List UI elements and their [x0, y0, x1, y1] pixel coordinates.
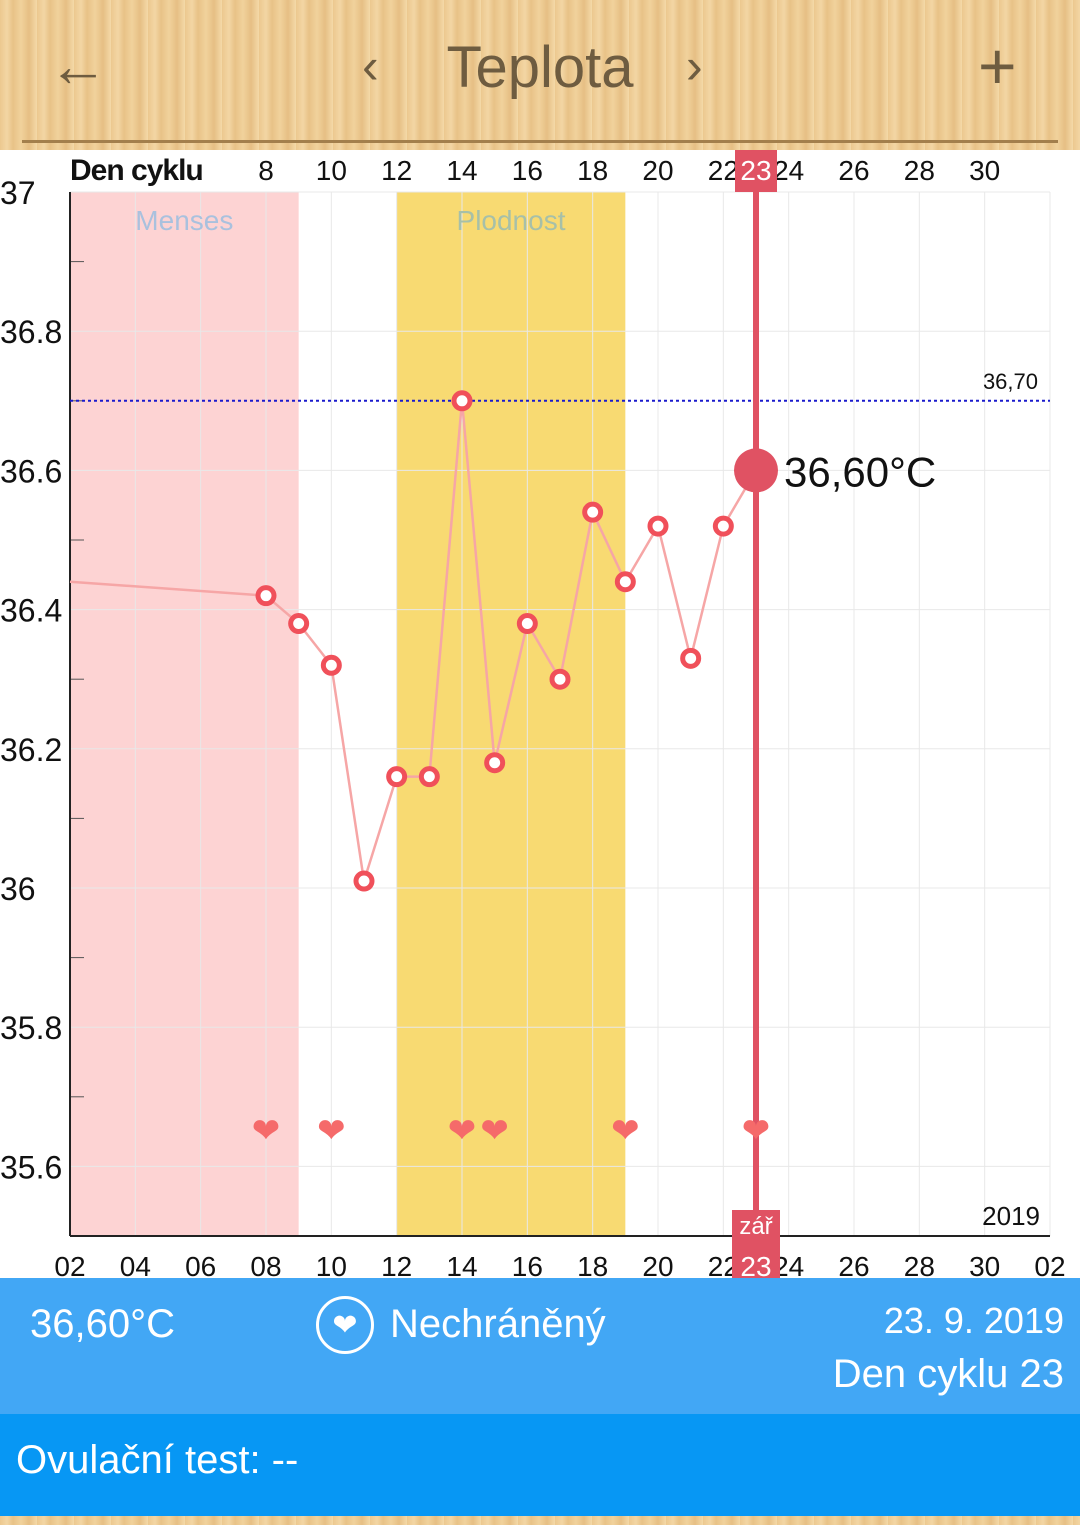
bottom-tick-label: 02	[54, 1251, 85, 1278]
data-point[interactable]	[549, 668, 571, 690]
plus-icon[interactable]: +	[978, 29, 1017, 103]
ovulation-test-row[interactable]: Ovulační test: --	[0, 1414, 1080, 1516]
data-point[interactable]	[255, 585, 277, 607]
top-tick-label: 18	[577, 155, 608, 186]
band-label: Menses	[135, 205, 233, 236]
y-tick-label: 37	[0, 175, 36, 211]
data-point[interactable]	[451, 390, 473, 412]
selected-day-top-marker	[735, 150, 777, 192]
top-tick-label: 16	[512, 155, 543, 186]
cycle-day: Den cyklu 23	[832, 1352, 1064, 1396]
data-point[interactable]	[712, 515, 734, 537]
top-tick-label: 8	[258, 155, 274, 186]
page-title: Teplota	[446, 35, 634, 100]
bottom-tick-label: 06	[185, 1251, 216, 1278]
chevron-left-icon[interactable]: ‹	[362, 38, 379, 94]
data-point[interactable]	[582, 501, 604, 523]
temperature-value: 36,60°C	[30, 1302, 175, 1346]
temperature-chart[interactable]: Menses Plodnost 37 36.8 36.6 36.4 36.2 36 35.8 35…	[0, 150, 1080, 1278]
protection-status: Nechráněný	[390, 1302, 606, 1346]
bottom-tick-label: 10	[316, 1251, 347, 1278]
band-plodnost	[396, 192, 626, 1236]
bottom-tick-label: 14	[446, 1251, 477, 1278]
reference-line-label: 36,70	[983, 369, 1038, 394]
bottom-tick-label: 28	[904, 1251, 935, 1278]
footer	[0, 1516, 1080, 1525]
data-point[interactable]	[484, 752, 506, 774]
selected-day-top-label: 23	[740, 155, 771, 186]
selected-value-label: 36,60°C	[784, 448, 936, 495]
data-point[interactable]	[353, 870, 375, 892]
y-tick-label: 36.8	[0, 314, 62, 350]
top-tick-label: 28	[904, 155, 935, 186]
y-tick-label: 36.2	[0, 732, 62, 768]
ovulation-test-label: Ovulační test: --	[16, 1438, 299, 1482]
top-tick-label: 14	[446, 155, 477, 186]
bottom-tick-label: 26	[838, 1251, 869, 1278]
header-divider	[22, 140, 1058, 143]
bottom-tick-label: 08	[250, 1251, 281, 1278]
info-panel: 36,60°C ❤ Nechráněný 23. 9. 2019 Den cyk…	[0, 1278, 1080, 1414]
data-point[interactable]	[320, 654, 342, 676]
bottom-tick-label: 30	[969, 1251, 1000, 1278]
heart-icon: ❤	[742, 1111, 771, 1151]
year-label: 2019	[982, 1201, 1040, 1231]
y-tick-label: 35.8	[0, 1010, 62, 1046]
top-tick-label: 26	[838, 155, 869, 186]
heart-icon: ❤	[252, 1111, 281, 1151]
bottom-tick-label: 04	[120, 1251, 151, 1278]
y-tick-label: 36	[0, 871, 36, 907]
data-point[interactable]	[288, 613, 310, 635]
band-menses	[70, 192, 299, 1236]
top-axis-label: Den cyklu	[70, 154, 203, 187]
top-tick-label: 22	[708, 155, 739, 186]
selected-day-bottom-marker	[732, 1210, 780, 1278]
data-point[interactable]	[680, 647, 702, 669]
top-tick-label: 24	[773, 155, 804, 186]
y-tick-label: 35.6	[0, 1149, 62, 1185]
heart-icon: ❤	[448, 1111, 477, 1151]
bottom-tick-label: 02	[1034, 1251, 1065, 1278]
header: ← ‹ Teplota › +	[0, 0, 1080, 150]
month-label: zář	[739, 1213, 773, 1240]
top-tick-label: 10	[316, 155, 347, 186]
selected-point[interactable]	[734, 448, 778, 493]
heart-circle-icon[interactable]: ❤	[316, 1296, 374, 1354]
top-tick-label: 12	[381, 155, 412, 186]
bottom-tick-label: 16	[512, 1251, 543, 1278]
data-point[interactable]	[386, 766, 408, 788]
top-tick-label: 20	[642, 155, 673, 186]
heart-icon: ❤	[480, 1111, 509, 1151]
chevron-right-icon[interactable]: ›	[686, 38, 703, 94]
selected-day-bottom-label: 23	[740, 1251, 771, 1278]
bottom-tick-label: 20	[642, 1251, 673, 1278]
data-point[interactable]	[647, 515, 669, 537]
band-label: Plodnost	[457, 205, 566, 236]
data-point[interactable]	[418, 766, 440, 788]
y-tick-label: 36.4	[0, 593, 62, 629]
heart-icon: ❤	[611, 1111, 640, 1151]
heart-icon: ❤	[317, 1111, 346, 1151]
bottom-tick-label: 12	[381, 1251, 412, 1278]
y-tick-label: 36.6	[0, 453, 62, 489]
data-point[interactable]	[516, 613, 538, 635]
top-tick-label: 30	[969, 155, 1000, 186]
arrow-left-icon[interactable]: ←	[48, 32, 108, 99]
bottom-tick-label: 18	[577, 1251, 608, 1278]
date: 23. 9. 2019	[883, 1300, 1064, 1341]
data-point[interactable]	[614, 571, 636, 593]
